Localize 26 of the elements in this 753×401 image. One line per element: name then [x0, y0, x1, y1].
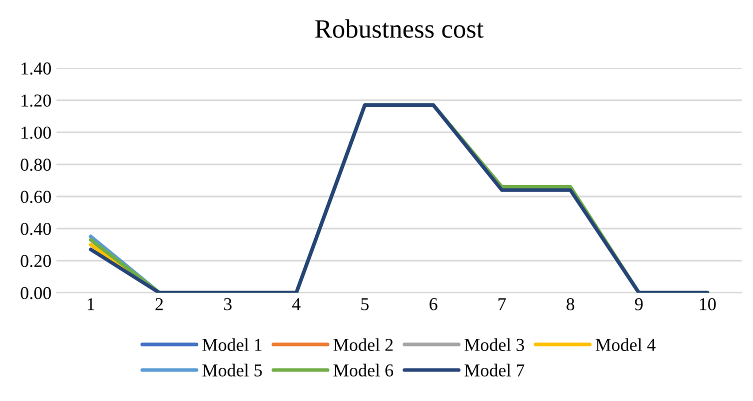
legend-label: Model 3 [464, 338, 524, 351]
x-tick-label: 6 [430, 298, 438, 310]
y-tick-label: 0.40 [20, 222, 51, 236]
y-tick-label: 1.20 [22, 94, 51, 107]
x-tick-label: 4 [292, 298, 301, 310]
x-tick-label: 3 [224, 298, 232, 310]
legend-label: Model 2 [334, 338, 393, 351]
y-tick-label: 1.00 [22, 126, 51, 139]
x-tick-label: 8 [566, 298, 574, 310]
y-tick-label: 1.40 [22, 62, 51, 75]
x-tick-label: 7 [498, 298, 506, 310]
y-tick-label: 0.80 [20, 158, 51, 171]
x-tick-label: 5 [361, 298, 369, 310]
legend-label: Model 7 [464, 364, 524, 376]
y-tick-label: 0.20 [20, 254, 51, 268]
legend-label: Model 5 [202, 364, 262, 376]
legend-label: Model 6 [334, 364, 394, 376]
x-tick-label: 9 [634, 298, 643, 310]
x-tick-label: 1 [88, 298, 94, 310]
x-tick-label: 2 [156, 298, 163, 310]
chart-title: Robustness cost [315, 19, 484, 38]
legend-label: Model 4 [596, 338, 656, 351]
x-tick-label: 10 [700, 298, 716, 310]
y-tick-label: 0.60 [20, 190, 51, 204]
legend-label: Model 1 [202, 338, 262, 351]
y-tick-label: 0.00 [20, 286, 51, 300]
